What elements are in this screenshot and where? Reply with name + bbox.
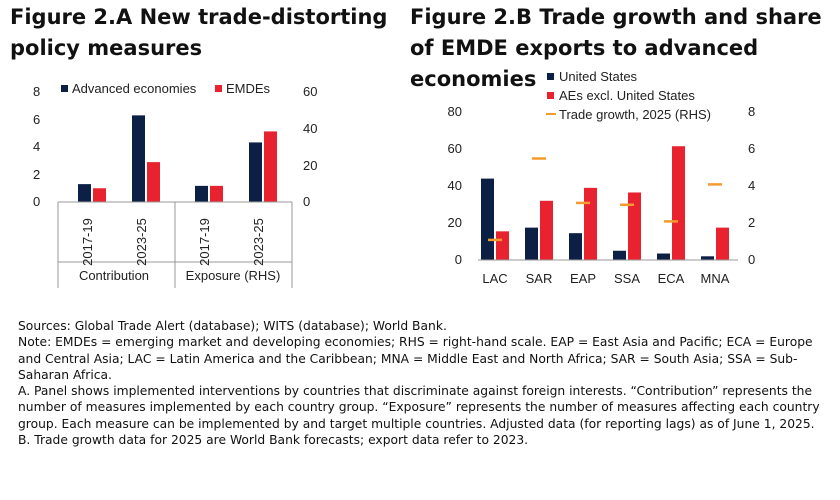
chart-b-cat-5: MNA	[701, 271, 730, 286]
chart-b-growth-marker-3	[620, 203, 634, 206]
chart-b-y2tick-1: 2	[748, 215, 755, 230]
chart-b-bar-aes-5	[716, 227, 729, 260]
chart-b-growth-marker-0	[488, 238, 502, 242]
chart-a-y2tick-0: 0	[303, 194, 310, 209]
chart-a-bar-advanced-0	[78, 184, 91, 202]
chart-b-cat-0: LAC	[482, 271, 507, 286]
chart-b-ytick-0: 0	[455, 252, 462, 267]
chart-a-bar-advanced-1	[132, 115, 145, 202]
chart-a-bar-emdes-3	[264, 131, 277, 202]
chart-b-y2tick-0: 0	[748, 252, 755, 267]
legend-a-label-emdes: EMDEs	[226, 81, 271, 96]
chart-a-ytick-0: 0	[33, 194, 40, 209]
chart-b-bar-aes-0	[496, 231, 509, 260]
chart-a-right-ticks: 0 20 40 60	[303, 84, 317, 209]
note-panel-b: B. Trade growth data for 2025 are World …	[18, 433, 529, 448]
chart-b-growth-markers	[488, 157, 722, 242]
legend-a-swatch-advanced	[61, 85, 68, 92]
chart-a-legend: Advanced economies EMDEs	[61, 81, 271, 96]
chart-notes: Sources: Global Trade Alert (database); …	[18, 318, 828, 448]
legend-a-swatch-emdes	[215, 85, 222, 92]
chart-b-ytick-3: 60	[448, 141, 462, 156]
chart-a-y2tick-3: 60	[303, 84, 317, 99]
chart-b-bar-us-3	[613, 250, 626, 260]
chart-a-cat-2: 2017-19	[197, 218, 212, 266]
chart-a-axis	[57, 201, 293, 288]
chart-b-bar-aes-4	[672, 146, 685, 260]
chart-a-ytick-2: 4	[33, 139, 40, 154]
chart-b-cat-2: EAP	[570, 271, 596, 286]
chart-b-bar-us-1	[525, 227, 538, 260]
chart-a-ytick-4: 8	[33, 84, 40, 99]
chart-a: Advanced economies EMDEs 0 2 4 6 8 0 20 …	[33, 81, 317, 288]
panel-a-title: Figure 2.A New trade-distorting policy m…	[10, 5, 388, 60]
chart-a-cat-1: 2023-25	[134, 218, 149, 266]
chart-b-growth-marker-2	[576, 201, 590, 205]
chart-b-ytick-1: 20	[448, 215, 462, 230]
chart-b-category-labels: LAC SAR EAP SSA ECA MNA	[482, 271, 729, 286]
chart-b-ytick-2: 40	[448, 178, 462, 193]
chart-a-cat-0: 2017-19	[80, 218, 95, 266]
note-abbreviations: Note: EMDEs = emerging market and develo…	[18, 335, 813, 382]
note-panel-a: A. Panel shows implemented interventions…	[18, 384, 820, 431]
legend-b-label-aes: AEs excl. United States	[559, 88, 695, 103]
legend-b-swatch-growth	[546, 113, 556, 115]
panel-b-title: Figure 2.B Trade growth and share of EMD…	[410, 5, 822, 91]
chart-a-y2tick-2: 40	[303, 121, 317, 136]
chart-a-group-exposure: Exposure (RHS)	[186, 268, 281, 283]
chart-b: United States AEs excl. United States Tr…	[448, 69, 756, 286]
chart-b-bar-us-4	[657, 253, 670, 260]
chart-a-bar-advanced-3	[249, 142, 262, 202]
legend-a-label-advanced: Advanced economies	[72, 81, 197, 96]
chart-a-bar-emdes-1	[147, 162, 160, 202]
legend-b-swatch-aes	[547, 92, 554, 99]
legend-b-label-growth: Trade growth, 2025 (RHS)	[559, 107, 711, 122]
chart-b-bar-aes-1	[540, 200, 553, 260]
chart-b-bar-aes-3	[628, 192, 641, 260]
chart-b-y2tick-4: 8	[748, 104, 755, 119]
chart-a-group-contribution: Contribution	[79, 268, 149, 283]
chart-b-cat-4: ECA	[658, 271, 685, 286]
chart-b-bar-us-2	[569, 233, 582, 260]
chart-a-ytick-1: 2	[33, 167, 40, 182]
chart-b-y2tick-3: 6	[748, 141, 755, 156]
chart-b-growth-marker-4	[664, 220, 678, 223]
chart-a-bar-advanced-2	[195, 185, 208, 202]
chart-b-bar-us-5	[701, 256, 714, 260]
chart-a-cat-3: 2023-25	[251, 218, 266, 266]
chart-b-cat-1: SAR	[526, 271, 553, 286]
chart-b-growth-marker-1	[532, 157, 546, 160]
chart-b-cat-3: SSA	[614, 271, 640, 286]
charts-canvas: Advanced economies EMDEs 0 2 4 6 8 0 20 …	[33, 69, 756, 288]
chart-a-bars	[78, 115, 277, 202]
chart-b-left-ticks: 0 20 40 60 80	[448, 104, 462, 267]
legend-b-label-us: United States	[559, 69, 638, 84]
chart-b-legend: United States AEs excl. United States Tr…	[546, 69, 711, 122]
chart-a-bar-emdes-2	[210, 185, 223, 202]
chart-b-right-ticks: 0 2 4 6 8	[748, 104, 755, 267]
chart-b-bars	[481, 146, 729, 260]
chart-a-category-labels: 2017-19 2023-25 2017-19 2023-25	[80, 218, 266, 266]
chart-b-bar-us-0	[481, 178, 494, 260]
chart-b-y2tick-2: 4	[748, 178, 755, 193]
chart-a-left-ticks: 0 2 4 6 8	[33, 84, 40, 209]
note-sources: Sources: Global Trade Alert (database); …	[18, 319, 447, 333]
chart-a-bar-emdes-0	[93, 188, 106, 202]
legend-b-swatch-us	[547, 73, 554, 80]
chart-b-ytick-4: 80	[448, 104, 462, 119]
chart-b-bar-aes-2	[584, 187, 597, 260]
chart-b-growth-marker-5	[708, 183, 722, 186]
chart-a-y2tick-1: 20	[303, 158, 317, 173]
chart-a-ytick-3: 6	[33, 112, 40, 127]
